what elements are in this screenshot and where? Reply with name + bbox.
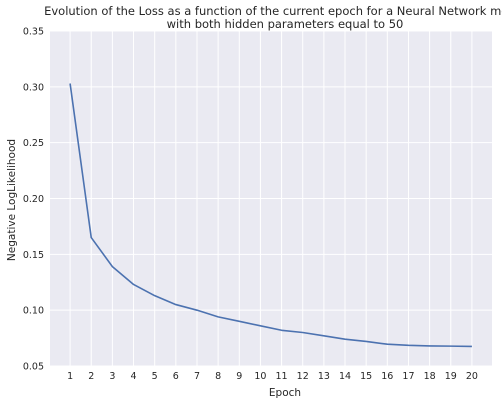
- x-tick-label: 2: [88, 371, 94, 382]
- x-tick-label: 3: [109, 371, 115, 382]
- x-tick-label: 10: [254, 371, 266, 382]
- x-tick-label: 17: [402, 371, 414, 382]
- x-tick-label: 4: [131, 371, 137, 382]
- y-tick-label: 0.35: [23, 27, 44, 38]
- x-tick-label: 6: [173, 371, 179, 382]
- x-tick-label: 12: [297, 371, 309, 382]
- x-tick-label: 7: [194, 371, 200, 382]
- y-axis-ticks: 0.05 0.10 0.15 0.20 0.25 0.30 0.35: [23, 27, 44, 373]
- x-tick-label: 1: [67, 371, 73, 382]
- chart-title-line-1: Evolution of the Loss as a function of t…: [44, 4, 502, 18]
- chart-title-line-2: with both hidden parameters equal to 50: [167, 17, 404, 31]
- y-tick-label: 0.20: [23, 194, 44, 205]
- x-tick-label: 19: [445, 371, 457, 382]
- y-tick-label: 0.30: [23, 82, 44, 93]
- x-tick-label: 11: [276, 371, 288, 382]
- x-axis-ticks: 1 2 3 4 5 6 7 8 9 10 11 12 13 14 15 16 17 18 19 20: [67, 371, 478, 382]
- x-tick-label: 16: [381, 371, 393, 382]
- y-axis-label: Negative LogLikelihood: [6, 139, 18, 261]
- x-tick-label: 14: [339, 371, 351, 382]
- x-tick-label: 18: [424, 371, 436, 382]
- y-tick-label: 0.25: [23, 138, 44, 149]
- x-tick-label: 15: [360, 371, 372, 382]
- y-tick-label: 0.15: [23, 250, 44, 261]
- grid-lines: [50, 30, 492, 367]
- x-axis-label: Epoch: [269, 387, 301, 399]
- x-tick-label: 8: [215, 371, 221, 382]
- x-tick-label: 9: [236, 371, 242, 382]
- loss-series-line: [69, 83, 472, 348]
- x-tick-label: 20: [466, 371, 478, 382]
- y-tick-label: 0.10: [23, 306, 44, 317]
- x-tick-label: 13: [318, 371, 330, 382]
- y-tick-label: 0.05: [23, 362, 44, 373]
- x-tick-label: 5: [152, 371, 158, 382]
- series-layer: [69, 83, 472, 348]
